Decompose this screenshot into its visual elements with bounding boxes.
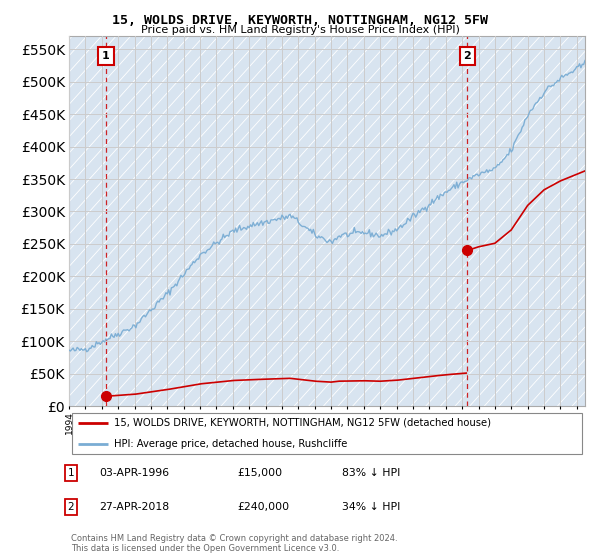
Text: £15,000: £15,000 (237, 468, 282, 478)
Text: 34% ↓ HPI: 34% ↓ HPI (342, 502, 400, 512)
Text: Contains HM Land Registry data © Crown copyright and database right 2024.
This d: Contains HM Land Registry data © Crown c… (71, 534, 397, 553)
Text: HPI: Average price, detached house, Rushcliffe: HPI: Average price, detached house, Rush… (115, 439, 348, 449)
Text: 83% ↓ HPI: 83% ↓ HPI (342, 468, 400, 478)
Text: 15, WOLDS DRIVE, KEYWORTH, NOTTINGHAM, NG12 5FW: 15, WOLDS DRIVE, KEYWORTH, NOTTINGHAM, N… (112, 14, 488, 27)
Text: 1: 1 (67, 468, 74, 478)
Text: 03-APR-1996: 03-APR-1996 (99, 468, 169, 478)
Text: 2: 2 (67, 502, 74, 512)
Text: 1: 1 (102, 51, 110, 61)
Text: Price paid vs. HM Land Registry's House Price Index (HPI): Price paid vs. HM Land Registry's House … (140, 25, 460, 35)
Text: 2: 2 (464, 51, 471, 61)
Text: 15, WOLDS DRIVE, KEYWORTH, NOTTINGHAM, NG12 5FW (detached house): 15, WOLDS DRIVE, KEYWORTH, NOTTINGHAM, N… (115, 418, 491, 428)
FancyBboxPatch shape (71, 413, 583, 454)
Text: 27-APR-2018: 27-APR-2018 (99, 502, 169, 512)
Text: £240,000: £240,000 (237, 502, 289, 512)
